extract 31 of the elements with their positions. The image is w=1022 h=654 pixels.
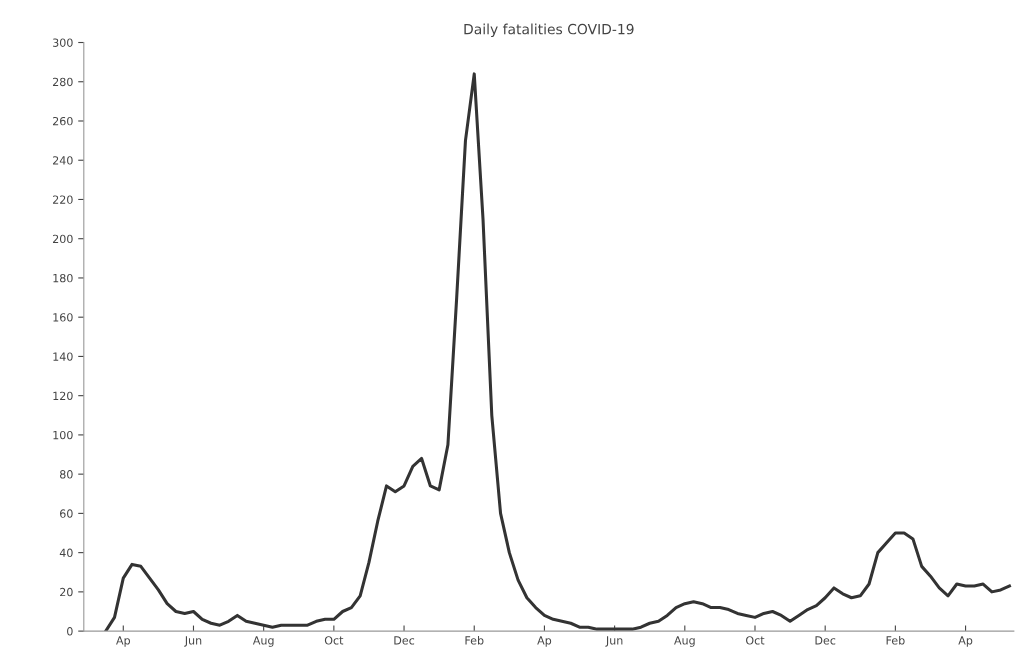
x-tick-label: Oct (324, 636, 344, 645)
y-tick-label: 200 (52, 234, 73, 244)
y-tick-label: 60 (60, 509, 73, 518)
y-tick-label: 100 (53, 430, 73, 440)
y-tick-label: 20 (60, 587, 73, 597)
x-tick-label: Dec (394, 636, 415, 645)
x-tick-label: Ap (537, 636, 552, 647)
y-tick-label: 0 (67, 627, 73, 636)
y-tick-label: 300 (53, 38, 73, 47)
y-tick-label: 260 (52, 116, 73, 126)
line-series (104, 72, 1011, 632)
x-tick-label: Feb (886, 635, 905, 645)
x-tick-label: Aug (252, 636, 274, 647)
x-tick-label: Ap (958, 636, 973, 647)
chart-title: Daily fatalities COVID-19 (464, 23, 634, 38)
x-tick-label: Dec (815, 636, 836, 645)
y-tick-label: 180 (53, 273, 73, 283)
y-tick-label: 120 (53, 391, 73, 401)
x-tick-label: Jun (605, 636, 623, 647)
y-tick-label: 220 (52, 195, 73, 204)
y-tick-label: 40 (59, 548, 73, 558)
y-tick-label: 80 (60, 470, 73, 479)
x-tick-label: Ap (116, 636, 131, 647)
x-tick-label: Oct (746, 636, 765, 645)
y-tick-label: 160 (53, 313, 73, 322)
y-tick-label: 240 (52, 156, 73, 165)
x-tick-label: Jun (184, 636, 202, 647)
x-tick-label: Aug (674, 636, 695, 647)
y-tick-label: 140 (53, 352, 73, 361)
y-tick-label: 280 (52, 77, 73, 87)
x-tick-label: Feb (465, 635, 484, 645)
